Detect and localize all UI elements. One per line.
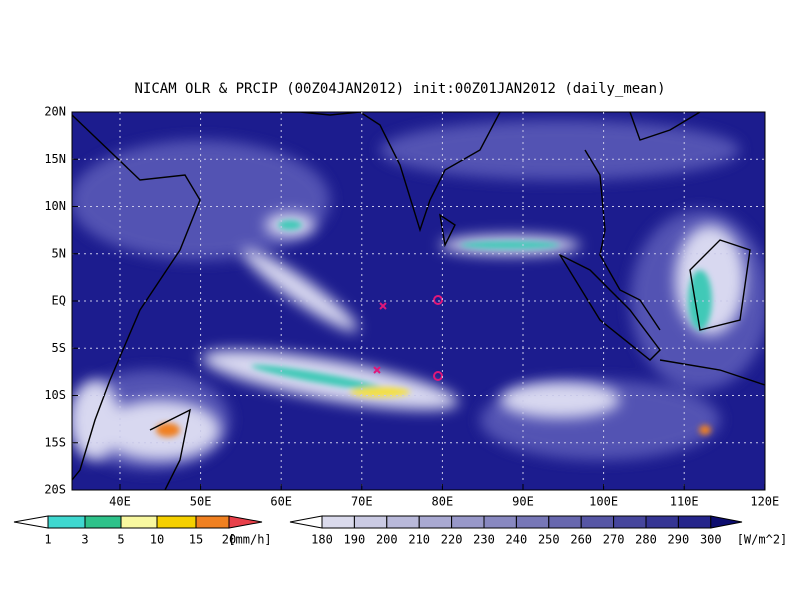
lat-label: 10S — [44, 388, 66, 402]
colorbar-label: 1 — [44, 533, 51, 547]
lat-label: EQ — [52, 294, 66, 308]
colorbar-box — [483, 515, 517, 529]
colorbar-label: 3 — [81, 533, 88, 547]
lat-label: 5S — [52, 341, 66, 355]
colorbar-end — [289, 515, 323, 529]
lat-label: 15N — [44, 152, 66, 166]
lon-label: 80E — [432, 495, 454, 509]
lon-label: 100E — [589, 495, 618, 509]
lon-label: 70E — [351, 495, 373, 509]
lat-label: 15S — [44, 435, 66, 449]
colorbar-box — [47, 515, 86, 529]
colorbar-label: 270 — [603, 533, 625, 547]
lat-label: 5N — [52, 246, 66, 260]
colorbar-label: 280 — [635, 533, 657, 547]
colorbar-box — [84, 515, 122, 529]
colorbar-box — [156, 515, 197, 529]
colorbar-box — [677, 515, 712, 529]
colorbar-unit: [mm/h] — [228, 533, 271, 547]
colorbar-unit: [W/m^2] — [737, 533, 788, 547]
colorbar-box — [418, 515, 453, 529]
colorbar-box — [548, 515, 582, 529]
colorbar-label: 20 — [222, 533, 236, 547]
colorbar-label: 200 — [376, 533, 398, 547]
colorbar-box — [386, 515, 420, 529]
colorbar-label: 260 — [570, 533, 592, 547]
lon-label: 60E — [270, 495, 292, 509]
colorbar-box — [645, 515, 679, 529]
colorbar-label: 190 — [344, 533, 366, 547]
colorbar-label: 300 — [700, 533, 722, 547]
colorbar-label: 290 — [668, 533, 690, 547]
lon-label: 40E — [109, 495, 131, 509]
lon-label: 110E — [670, 495, 699, 509]
colorbar-label: 180 — [311, 533, 333, 547]
colorbar-label: 220 — [441, 533, 463, 547]
colorbar-label: 230 — [473, 533, 495, 547]
colorbar-label: 5 — [117, 533, 124, 547]
colorbar-box — [321, 515, 355, 529]
colorbar-label: 240 — [506, 533, 528, 547]
lon-label: 90E — [512, 495, 534, 509]
colorbar-label: 15 — [189, 533, 203, 547]
colorbar-label: 250 — [538, 533, 560, 547]
lat-label: 20N — [44, 105, 66, 119]
colorbar-box — [195, 515, 230, 529]
title: NICAM OLR & PRCIP (00Z04JAN2012) init:00… — [134, 81, 665, 97]
lon-label: 120E — [750, 495, 779, 509]
colorbar-box — [515, 515, 550, 529]
lat-label: 20S — [44, 483, 66, 497]
colorbar-box — [120, 515, 158, 529]
colorbar-box — [613, 515, 647, 529]
colorbar-box — [353, 515, 388, 529]
colorbar-label: 210 — [408, 533, 430, 547]
colorbar-end — [13, 515, 49, 529]
colorbar-end — [228, 515, 263, 529]
colorbar-end — [710, 515, 743, 529]
lon-label: 50E — [190, 495, 212, 509]
lat-label: 10N — [44, 199, 66, 213]
colorbar-box — [580, 515, 615, 529]
colorbar-box — [451, 515, 485, 529]
colorbar-label: 10 — [150, 533, 164, 547]
